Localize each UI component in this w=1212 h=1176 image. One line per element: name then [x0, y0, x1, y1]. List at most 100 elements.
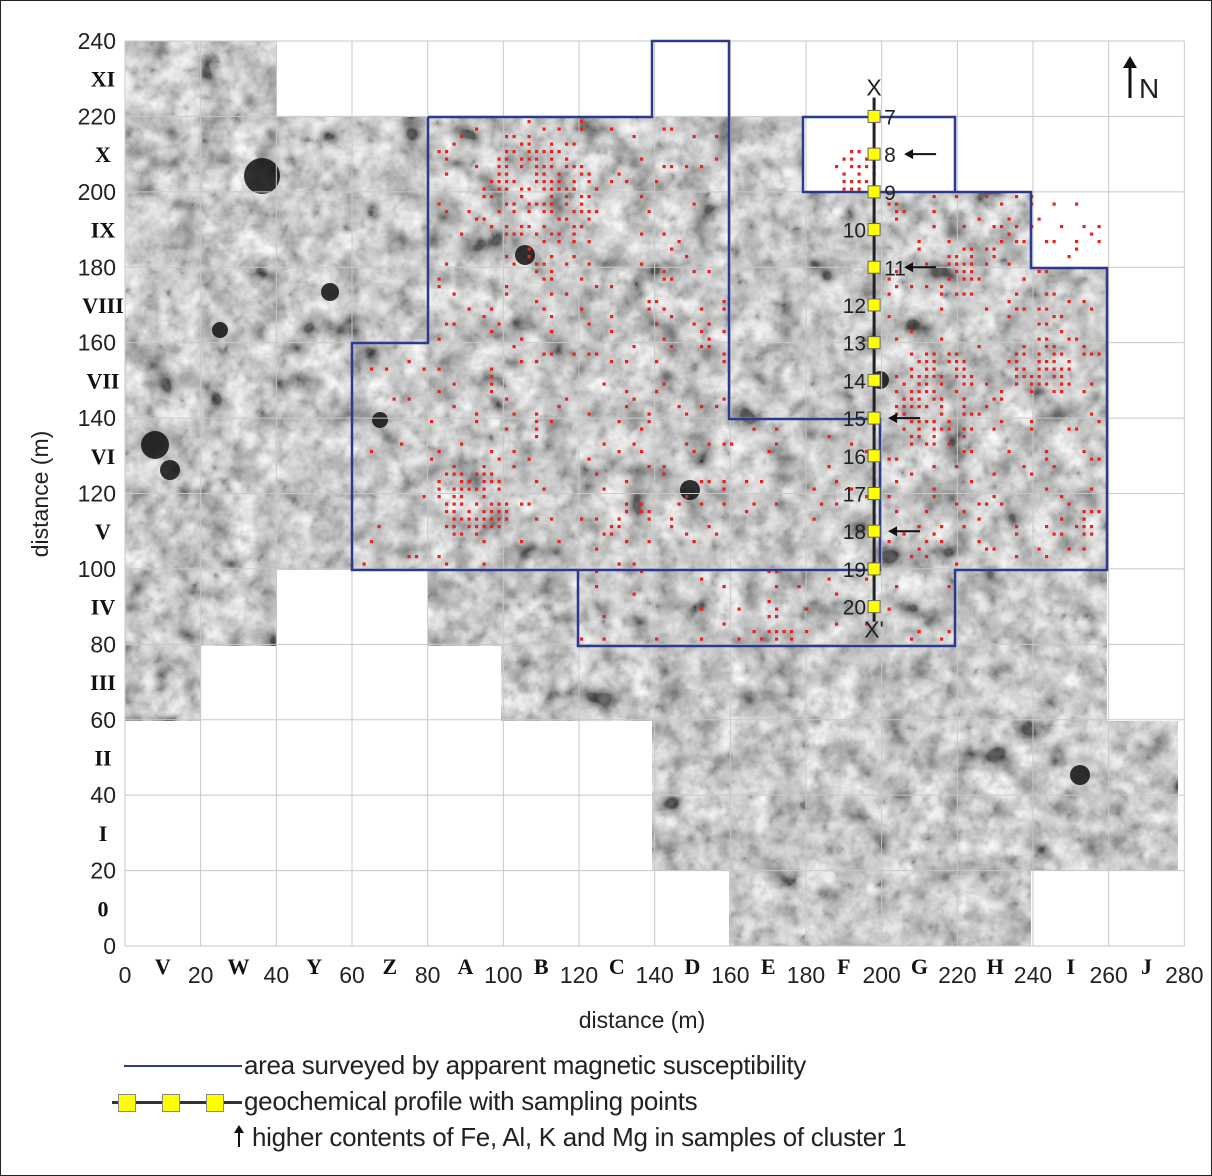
anomaly-dot: [467, 480, 471, 484]
anomaly-dot: [707, 270, 711, 274]
legend-item-survey: area surveyed by apparent magnetic susce…: [112, 1048, 806, 1082]
anomaly-dot: [865, 165, 869, 169]
dark-magnetic-spot: [515, 245, 535, 265]
anomaly-dot: [475, 517, 479, 521]
anomaly-dot: [1030, 390, 1034, 394]
anomaly-dot: [925, 390, 929, 394]
anomaly-dot: [460, 487, 464, 491]
anomaly-dot: [842, 187, 846, 191]
anomaly-dot: [490, 450, 494, 454]
anomaly-dot: [452, 405, 456, 409]
anomaly-dot: [617, 525, 621, 529]
anomaly-dot: [977, 517, 981, 521]
anomaly-dot: [1045, 525, 1049, 529]
anomaly-dot: [527, 187, 531, 191]
anomaly-dot: [1090, 352, 1094, 356]
anomaly-dot: [850, 157, 854, 161]
anomaly-dot: [970, 292, 974, 296]
anomaly-dot: [572, 210, 576, 214]
anomaly-dot: [647, 510, 651, 514]
anomaly-dot: [437, 202, 441, 206]
anomaly-dot: [632, 345, 636, 349]
anomaly-dot: [715, 532, 719, 536]
anomaly-dot: [1052, 240, 1056, 244]
anomaly-dot: [1030, 420, 1034, 424]
anomaly-dot: [962, 510, 966, 514]
anomaly-dot: [550, 270, 554, 274]
anomaly-dot: [670, 525, 674, 529]
anomaly-dot: [835, 622, 839, 626]
anomaly-dot: [445, 525, 449, 529]
anomaly-dot: [1082, 532, 1086, 536]
anomaly-dot: [550, 330, 554, 334]
y-grid-numeral: X: [95, 142, 111, 167]
x-tick-label: 260: [1089, 962, 1127, 988]
cluster-arrow-head: [904, 149, 914, 160]
anomaly-dot: [445, 172, 449, 176]
anomaly-dot: [505, 150, 509, 154]
anomaly-dot: [550, 277, 554, 281]
sampling-point: [867, 298, 881, 312]
anomaly-dot: [490, 480, 494, 484]
anomaly-dot: [850, 150, 854, 154]
anomaly-dot: [520, 165, 524, 169]
anomaly-dot: [655, 300, 659, 304]
anomaly-dot: [407, 397, 411, 401]
sampling-point-label: 20: [843, 597, 866, 620]
anomaly-dot: [1045, 555, 1049, 559]
anomaly-dot: [902, 427, 906, 431]
anomaly-dot: [572, 232, 576, 236]
anomaly-dot: [1015, 360, 1019, 364]
anomaly-dot: [550, 150, 554, 154]
anomaly-dot: [992, 225, 996, 229]
anomaly-dot: [1000, 390, 1004, 394]
anomaly-dot: [557, 232, 561, 236]
anomaly-dot: [647, 412, 651, 416]
anomaly-dot: [610, 532, 614, 536]
anomaly-dot: [542, 352, 546, 356]
anomaly-dot: [550, 195, 554, 199]
anomaly-dot: [1045, 337, 1049, 341]
sampling-point: [867, 487, 881, 501]
anomaly-dot: [1015, 307, 1019, 311]
anomaly-dot: [970, 262, 974, 266]
anomaly-dot: [520, 502, 524, 506]
anomaly-dot: [565, 292, 569, 296]
anomaly-dot: [947, 360, 951, 364]
anomaly-dot: [797, 585, 801, 589]
x-tick-label: 100: [484, 962, 522, 988]
anomaly-dot: [625, 480, 629, 484]
anomaly-dot: [542, 240, 546, 244]
anomaly-dot: [887, 607, 891, 611]
anomaly-dot: [497, 487, 501, 491]
anomaly-dot: [550, 180, 554, 184]
anomaly-dot: [520, 360, 524, 364]
anomaly-dot: [910, 352, 914, 356]
anomaly-dot: [1000, 240, 1004, 244]
anomaly-dot: [475, 532, 479, 536]
anomaly-dot: [505, 202, 509, 206]
anomaly-dot: [1097, 225, 1101, 229]
anomaly-dot: [580, 225, 584, 229]
legend-arrow-text: higher contents of Fe, Al, K and Mg in s…: [252, 1121, 907, 1152]
anomaly-dot: [535, 232, 539, 236]
anomaly-dot: [1045, 307, 1049, 311]
anomaly-dot: [775, 607, 779, 611]
anomaly-dot: [722, 585, 726, 589]
anomaly-dot: [1075, 240, 1079, 244]
anomaly-dot: [977, 412, 981, 416]
anomaly-dot: [527, 225, 531, 229]
anomaly-dot: [445, 562, 449, 566]
anomaly-dot: [775, 502, 779, 506]
anomaly-dot: [895, 585, 899, 589]
anomaly-dot: [557, 217, 561, 221]
anomaly-dot: [865, 622, 869, 626]
anomaly-dot: [925, 405, 929, 409]
anomaly-dot: [707, 337, 711, 341]
anomaly-dot: [610, 525, 614, 529]
y-tick-label: 220: [78, 103, 116, 129]
dark-magnetic-spot: [141, 431, 169, 459]
anomaly-dot: [985, 382, 989, 386]
anomaly-dot: [700, 607, 704, 611]
anomaly-dot: [587, 262, 591, 266]
